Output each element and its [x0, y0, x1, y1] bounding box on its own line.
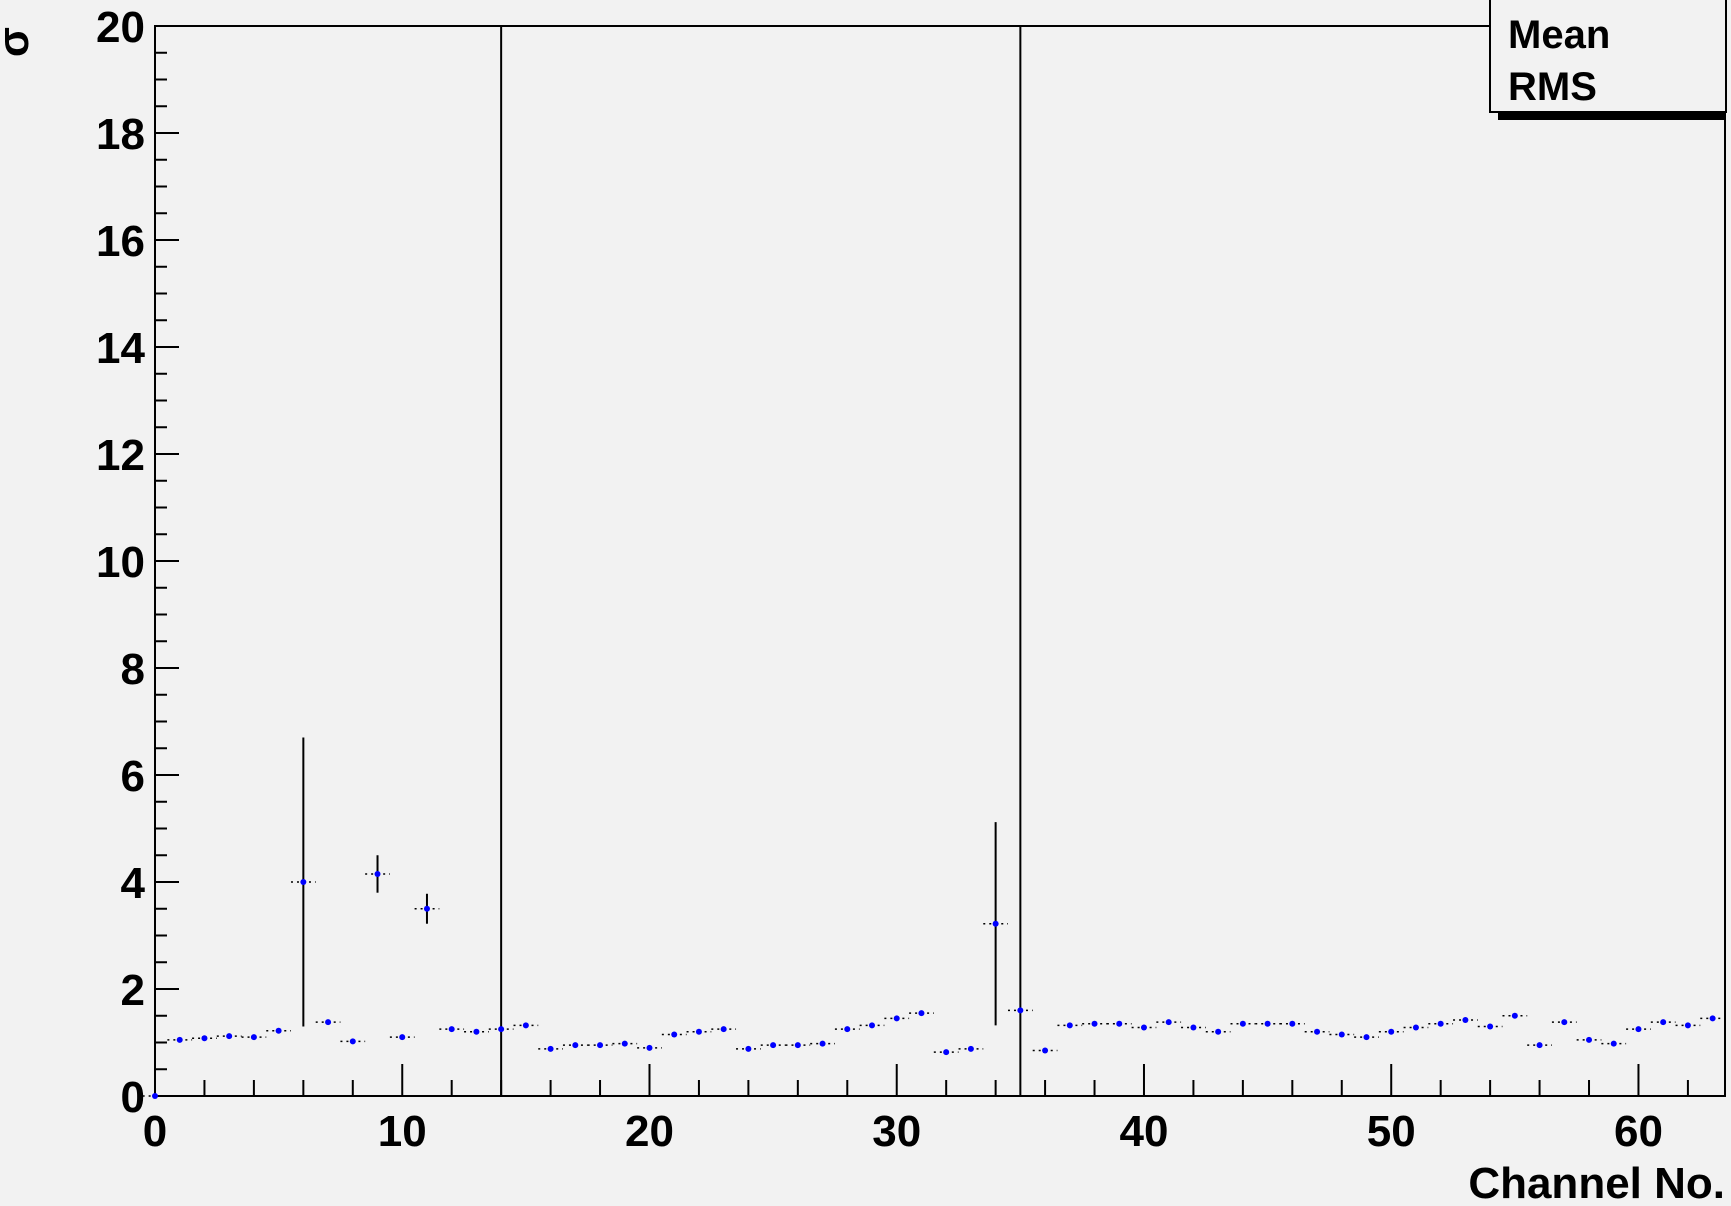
data-point	[844, 1026, 851, 1033]
data-point	[1215, 1028, 1222, 1035]
data-point	[1165, 1019, 1172, 1026]
legend: Mean RMS	[1489, 0, 1727, 120]
data-point	[473, 1028, 480, 1035]
data-point	[1363, 1034, 1370, 1041]
data-point	[1066, 1022, 1073, 1029]
x-tick-label: 0	[143, 1107, 167, 1156]
y-axis: 0 2 4 6 8 10 12 14 16 18 20	[96, 3, 179, 1122]
data-point	[1116, 1020, 1123, 1027]
y-tick-label: 14	[96, 324, 145, 373]
x-axis: 0 10 20 30 40 50 60	[143, 1064, 1689, 1156]
data-point	[1561, 1019, 1568, 1026]
data-point	[547, 1045, 554, 1052]
data-point	[399, 1034, 406, 1041]
data-points	[152, 870, 1716, 1099]
data-point	[201, 1035, 208, 1042]
x-tick-label: 40	[1119, 1107, 1168, 1156]
data-point	[423, 905, 430, 912]
data-point	[770, 1042, 777, 1049]
x-tick-label: 50	[1367, 1107, 1416, 1156]
data-point	[1264, 1020, 1271, 1027]
data-point	[1635, 1026, 1642, 1033]
data-point	[720, 1026, 727, 1033]
data-point	[1338, 1031, 1345, 1038]
x-tick-label: 60	[1614, 1107, 1663, 1156]
y-tick-label: 8	[121, 645, 145, 694]
data-point	[349, 1038, 356, 1045]
data-point	[1586, 1036, 1593, 1043]
data-point	[1042, 1047, 1049, 1054]
data-point	[448, 1026, 455, 1033]
data-point	[1536, 1042, 1543, 1049]
data-point	[572, 1042, 579, 1049]
data-point	[325, 1019, 332, 1026]
y-tick-label: 12	[96, 431, 145, 480]
y-tick-label: 10	[96, 538, 145, 587]
y-tick-label: 6	[121, 752, 145, 801]
data-point	[819, 1040, 826, 1047]
data-point	[226, 1033, 233, 1040]
data-point	[1017, 1007, 1024, 1014]
data-point	[1412, 1024, 1419, 1031]
plot-frame	[154, 25, 1726, 1097]
data-point	[967, 1045, 974, 1052]
y-tick-label: 16	[96, 217, 145, 266]
data-point	[250, 1034, 257, 1041]
data-point	[695, 1028, 702, 1035]
data-point	[918, 1010, 925, 1017]
data-point	[176, 1036, 183, 1043]
x-axis-title: Channel No.	[1468, 1159, 1725, 1206]
data-point	[1314, 1028, 1321, 1035]
data-point	[1684, 1022, 1691, 1029]
data-point	[152, 1093, 158, 1099]
data-point	[992, 920, 999, 927]
data-point	[275, 1027, 282, 1034]
data-point	[597, 1042, 604, 1049]
data-point	[1190, 1024, 1197, 1031]
x-tick-label: 20	[625, 1107, 674, 1156]
data-point	[671, 1031, 678, 1038]
data-point	[794, 1042, 801, 1049]
data-point	[522, 1022, 529, 1029]
x-tick-label: 10	[378, 1107, 427, 1156]
data-point	[300, 879, 307, 885]
data-point	[893, 1015, 900, 1022]
legend-entry-mean: Mean	[1508, 13, 1610, 57]
data-point	[1511, 1012, 1518, 1019]
y-tick-label: 20	[96, 3, 145, 52]
data-point	[1091, 1020, 1098, 1027]
y-tick-label: 4	[121, 859, 146, 908]
data-point	[869, 1022, 876, 1029]
data-point	[943, 1049, 950, 1056]
data-point	[1660, 1019, 1667, 1026]
data-point	[621, 1040, 628, 1047]
data-point	[374, 870, 381, 877]
error-bars	[142, 26, 1725, 1097]
data-point	[498, 1026, 505, 1033]
y-tick-label: 18	[96, 110, 145, 159]
y-axis-title: σ	[0, 27, 38, 57]
data-point	[1709, 1015, 1716, 1022]
data-point	[646, 1044, 653, 1051]
data-point	[1388, 1028, 1395, 1035]
data-point	[1140, 1024, 1147, 1031]
legend-box	[1489, 0, 1727, 113]
data-point	[1487, 1023, 1494, 1030]
y-tick-label: 2	[121, 966, 145, 1015]
data-point	[745, 1045, 752, 1052]
x-tick-label: 30	[872, 1107, 921, 1156]
data-point	[1610, 1040, 1617, 1047]
legend-entry-rms: RMS	[1508, 65, 1597, 109]
data-point	[1289, 1020, 1296, 1027]
data-point	[1462, 1017, 1469, 1024]
y-tick-label: 0	[121, 1073, 145, 1122]
data-point	[1239, 1020, 1246, 1027]
data-point	[1437, 1020, 1444, 1027]
